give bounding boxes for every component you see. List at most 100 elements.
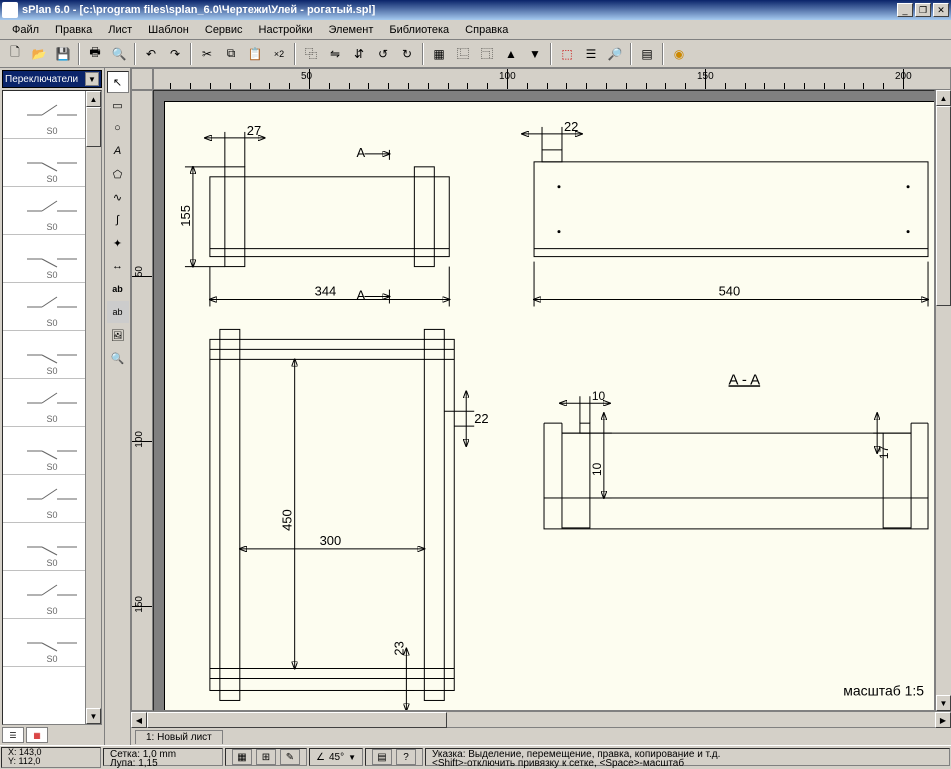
redo-icon[interactable]: ↷ bbox=[164, 43, 186, 65]
svg-text:22: 22 bbox=[474, 411, 488, 426]
options-icon[interactable]: ▤ bbox=[636, 43, 658, 65]
horizontal-ruler[interactable]: 50100150200 bbox=[153, 68, 951, 90]
mirror-h-icon[interactable]: ⇋ bbox=[324, 43, 346, 65]
preview-icon[interactable]: 🔍 bbox=[108, 43, 130, 65]
svg-text:22: 22 bbox=[564, 119, 578, 134]
polygon-tool[interactable]: ⬠ bbox=[107, 163, 129, 185]
snap-toggle[interactable]: ⊞ bbox=[256, 749, 276, 765]
library-scrollbar[interactable]: ▲ ▼ bbox=[85, 91, 101, 724]
ruler-corner bbox=[131, 68, 153, 90]
close-button[interactable]: ✕ bbox=[933, 3, 949, 17]
svg-text:A: A bbox=[357, 287, 366, 302]
window-title: sPlan 6.0 - [c:\program files\splan_6.0\… bbox=[22, 4, 897, 16]
x2-icon[interactable]: ×2 bbox=[268, 43, 290, 65]
new-icon[interactable]: 🗋 bbox=[4, 43, 26, 65]
print-icon[interactable]: 🖶 bbox=[84, 43, 106, 65]
drawing-paper: 27 155 344 A bbox=[164, 101, 935, 711]
select-rect-icon[interactable]: ⬚ bbox=[556, 43, 578, 65]
label-tool[interactable]: ab bbox=[107, 278, 129, 300]
menu-Настройки[interactable]: Настройки bbox=[251, 22, 321, 38]
text-tool[interactable]: A bbox=[107, 140, 129, 162]
unknown-toggle[interactable]: ✎ bbox=[280, 749, 300, 765]
undo-icon[interactable]: ↶ bbox=[140, 43, 162, 65]
layer-icon[interactable]: ▤ bbox=[372, 749, 392, 765]
scroll-down-icon[interactable]: ▼ bbox=[936, 695, 951, 711]
paste-icon[interactable]: 📋 bbox=[244, 43, 266, 65]
rotate-l-icon[interactable]: ↺ bbox=[372, 43, 394, 65]
library-selector[interactable]: Переключатели ▼ bbox=[2, 70, 102, 88]
menu-Сервис[interactable]: Сервис bbox=[197, 22, 251, 38]
technical-drawing: 27 155 344 A bbox=[165, 102, 935, 711]
status-extra: ▤ ? bbox=[365, 748, 423, 766]
image-tool[interactable]: 🖼 bbox=[107, 324, 129, 346]
titlebar: sPlan 6.0 - [c:\program files\splan_6.0\… bbox=[0, 0, 951, 20]
menu-Элемент[interactable]: Элемент bbox=[320, 22, 381, 38]
dimension-tool[interactable]: ↔ bbox=[107, 255, 129, 277]
bezier-tool[interactable]: ∫ bbox=[107, 209, 129, 231]
hint-readout: Указка: Выделение, перемещение, правка, … bbox=[425, 748, 950, 766]
cut-icon[interactable]: ✂ bbox=[196, 43, 218, 65]
minimize-button[interactable]: _ bbox=[897, 3, 913, 17]
scroll-right-icon[interactable]: ▶ bbox=[935, 712, 951, 728]
rect-tool[interactable]: ▭ bbox=[107, 94, 129, 116]
menu-Правка[interactable]: Правка bbox=[47, 22, 100, 38]
lib-mode-2[interactable]: ▦ bbox=[26, 727, 48, 743]
node-tool[interactable]: ✦ bbox=[107, 232, 129, 254]
menu-Файл[interactable]: Файл bbox=[4, 22, 47, 38]
scroll-left-icon[interactable]: ◀ bbox=[131, 712, 147, 728]
scroll-thumb[interactable] bbox=[86, 107, 101, 147]
canvas-v-scrollbar[interactable]: ▲ ▼ bbox=[935, 90, 951, 711]
list-icon[interactable]: ☰ bbox=[580, 43, 602, 65]
scroll-up-icon[interactable]: ▲ bbox=[936, 90, 951, 106]
maximize-button[interactable]: ❐ bbox=[915, 3, 931, 17]
lib-mode-1[interactable]: ☰ bbox=[2, 727, 24, 743]
menu-Шаблон[interactable]: Шаблон bbox=[140, 22, 197, 38]
zoom-tool[interactable]: 🔍 bbox=[107, 347, 129, 369]
angle-readout[interactable]: ∠45°▼ bbox=[309, 748, 363, 766]
copy-icon[interactable]: ⧉ bbox=[220, 43, 242, 65]
svg-text:23: 23 bbox=[391, 641, 406, 655]
view-top-right: 22 540 bbox=[522, 119, 928, 307]
polyline-tool[interactable]: ∿ bbox=[107, 186, 129, 208]
save-icon[interactable]: 💾 bbox=[52, 43, 74, 65]
sheet-tabs: 1: Новый лист bbox=[131, 727, 951, 745]
app-mode-icon[interactable]: ◉ bbox=[668, 43, 690, 65]
mirror-v-icon[interactable]: ⇵ bbox=[348, 43, 370, 65]
main-toolbar: 🗋 📂 💾 🖶 🔍 ↶ ↷ ✂ ⧉ 📋 ×2 ⿻ ⇋ ⇵ ↺ ↻ ▦ ⿺ ⿹ ▲… bbox=[0, 40, 951, 68]
app-icon bbox=[2, 2, 18, 18]
front-icon[interactable]: ▲ bbox=[500, 43, 522, 65]
view-section: A - A bbox=[544, 371, 928, 529]
grid-readout: Сетка: 1,0 mm Лупа: 1,15 bbox=[103, 748, 223, 766]
menu-Справка[interactable]: Справка bbox=[457, 22, 516, 38]
scroll-thumb[interactable] bbox=[147, 712, 447, 728]
label2-tool[interactable]: ab bbox=[107, 301, 129, 323]
canvas-h-scrollbar[interactable]: ◀ ▶ bbox=[131, 711, 951, 727]
sheet-tab[interactable]: 1: Новый лист bbox=[135, 730, 223, 744]
open-icon[interactable]: 📂 bbox=[28, 43, 50, 65]
grid-toggle[interactable]: ▦ bbox=[232, 749, 252, 765]
group-icon[interactable]: ⿺ bbox=[452, 43, 474, 65]
view-top-left: 27 155 344 A bbox=[178, 123, 449, 307]
menu-Библиотека[interactable]: Библиотека bbox=[381, 22, 457, 38]
scroll-down-icon[interactable]: ▼ bbox=[86, 708, 101, 724]
scroll-thumb[interactable] bbox=[936, 106, 951, 306]
dropdown-icon[interactable]: ▼ bbox=[85, 72, 99, 86]
svg-text:450: 450 bbox=[280, 509, 295, 531]
rotate-r-icon[interactable]: ↻ bbox=[396, 43, 418, 65]
back-icon[interactable]: ▼ bbox=[524, 43, 546, 65]
menu-Лист[interactable]: Лист bbox=[100, 22, 140, 38]
pointer-tool[interactable]: ↖ bbox=[107, 71, 129, 93]
info-icon[interactable]: ? bbox=[396, 749, 416, 765]
canvas[interactable]: 27 155 344 A bbox=[153, 90, 935, 711]
vertical-ruler[interactable]: 50100150 bbox=[131, 90, 153, 711]
svg-text:10: 10 bbox=[590, 462, 604, 476]
library-name: Переключатели bbox=[5, 74, 78, 85]
ungroup-icon[interactable]: ⿹ bbox=[476, 43, 498, 65]
svg-text:27: 27 bbox=[247, 123, 261, 138]
find-icon[interactable]: 🔎 bbox=[604, 43, 626, 65]
align-icon[interactable]: ▦ bbox=[428, 43, 450, 65]
dup-icon[interactable]: ⿻ bbox=[300, 43, 322, 65]
status-bar: X: 143,0 Y: 112,0 Сетка: 1,0 mm Лупа: 1,… bbox=[0, 745, 951, 768]
scroll-up-icon[interactable]: ▲ bbox=[86, 91, 101, 107]
circle-tool[interactable]: ○ bbox=[107, 117, 129, 139]
